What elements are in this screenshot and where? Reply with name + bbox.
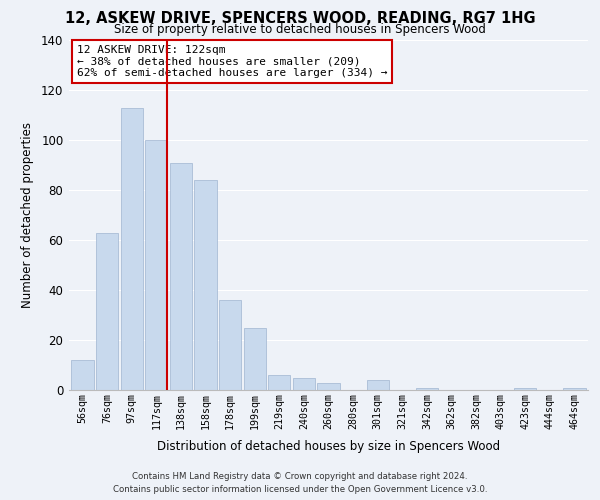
Bar: [367, 380, 389, 390]
Bar: [416, 388, 438, 390]
Y-axis label: Number of detached properties: Number of detached properties: [21, 122, 34, 308]
Bar: [563, 388, 586, 390]
Bar: [170, 162, 192, 390]
Bar: [71, 360, 94, 390]
Bar: [96, 232, 118, 390]
Bar: [293, 378, 315, 390]
Bar: [244, 328, 266, 390]
Text: 12, ASKEW DRIVE, SPENCERS WOOD, READING, RG7 1HG: 12, ASKEW DRIVE, SPENCERS WOOD, READING,…: [65, 11, 535, 26]
Bar: [121, 108, 143, 390]
Bar: [268, 375, 290, 390]
Bar: [514, 388, 536, 390]
Bar: [145, 140, 167, 390]
Text: Contains public sector information licensed under the Open Government Licence v3: Contains public sector information licen…: [113, 485, 487, 494]
Bar: [317, 382, 340, 390]
Text: 12 ASKEW DRIVE: 122sqm
← 38% of detached houses are smaller (209)
62% of semi-de: 12 ASKEW DRIVE: 122sqm ← 38% of detached…: [77, 46, 387, 78]
Bar: [194, 180, 217, 390]
X-axis label: Distribution of detached houses by size in Spencers Wood: Distribution of detached houses by size …: [157, 440, 500, 453]
Bar: [219, 300, 241, 390]
Text: Size of property relative to detached houses in Spencers Wood: Size of property relative to detached ho…: [114, 22, 486, 36]
Text: Contains HM Land Registry data © Crown copyright and database right 2024.: Contains HM Land Registry data © Crown c…: [132, 472, 468, 481]
